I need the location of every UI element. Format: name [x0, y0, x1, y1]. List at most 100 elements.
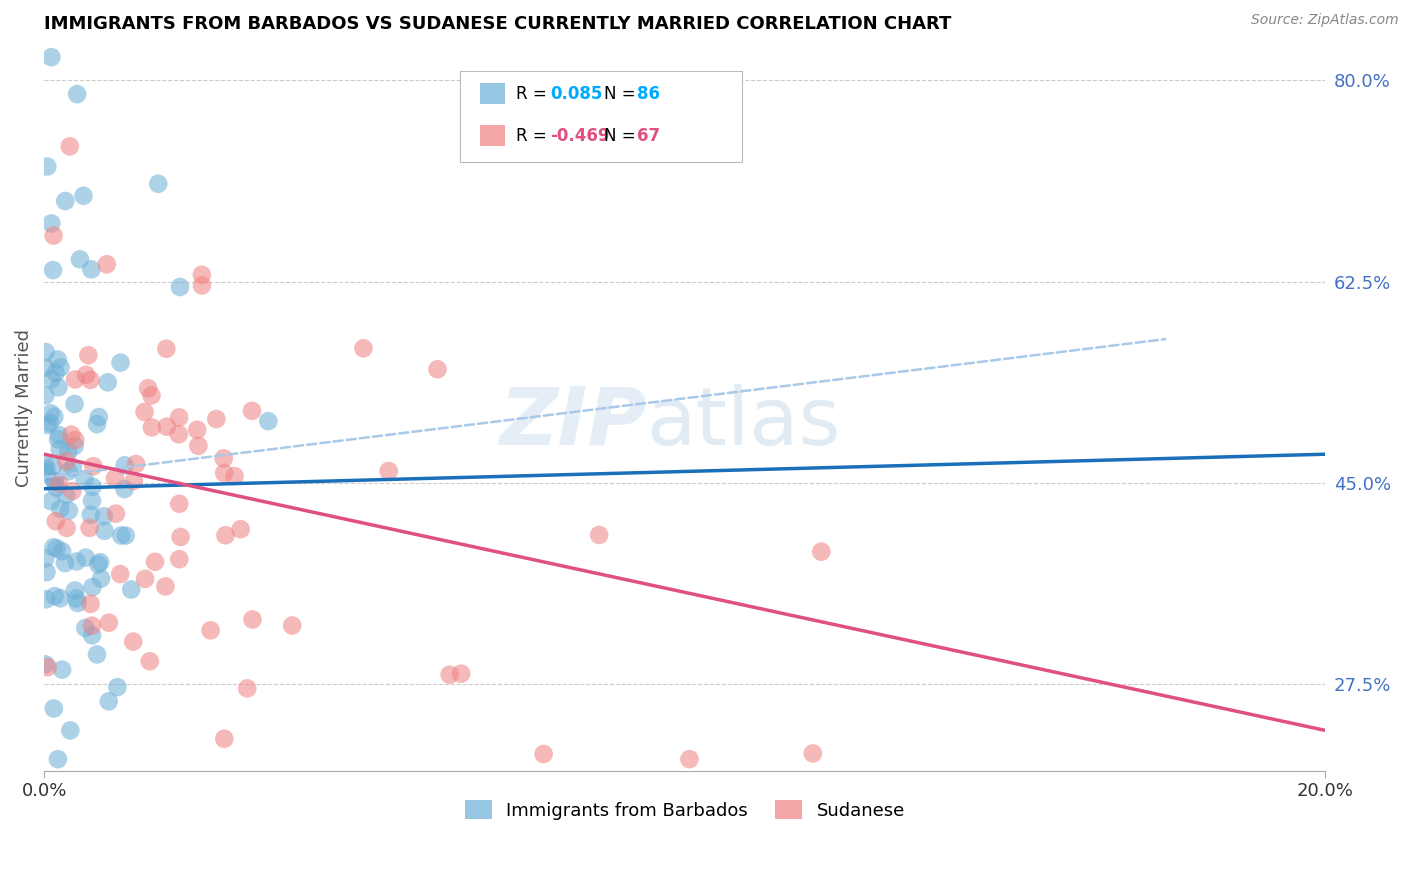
Bar [479, 83, 505, 103]
Point [34, 657, 56, 672]
Point [139, 654, 162, 668]
Point [55, 454, 77, 468]
Text: 0.085: 0.085 [550, 85, 603, 103]
Point [41, 216, 63, 230]
Point [86, 648, 108, 662]
Point [93, 524, 115, 538]
Point [59, 723, 82, 738]
Text: R =: R = [516, 127, 547, 145]
Point [35, 565, 58, 579]
Point [44, 475, 66, 489]
Point [51, 663, 73, 677]
Point [80, 508, 103, 522]
Point [533, 747, 555, 761]
Point [205, 412, 228, 426]
Point [63, 583, 86, 598]
Point [214, 528, 236, 542]
Text: ZIP: ZIP [499, 384, 647, 462]
FancyBboxPatch shape [461, 71, 742, 161]
Point [114, 458, 136, 473]
Point [60, 427, 83, 442]
Point [66, 596, 89, 610]
Point [122, 474, 145, 488]
Point [110, 356, 132, 370]
Point [34, 551, 56, 566]
Point [42, 458, 65, 473]
Point [240, 404, 263, 418]
Point [82, 580, 104, 594]
Point [167, 497, 190, 511]
Point [93, 509, 115, 524]
Point [242, 613, 264, 627]
Point [45, 514, 67, 528]
Point [229, 522, 252, 536]
Point [60, 484, 83, 499]
Point [80, 493, 103, 508]
Point [87, 558, 110, 572]
Point [42, 263, 65, 277]
Point [59, 139, 82, 153]
Point [58, 464, 80, 478]
Point [90, 572, 112, 586]
Point [352, 341, 374, 355]
Point [141, 420, 163, 434]
Point [169, 280, 191, 294]
Point [48, 476, 70, 491]
Point [136, 381, 159, 395]
Point [169, 552, 191, 566]
Point [80, 618, 103, 632]
Point [104, 471, 127, 485]
Bar [479, 126, 505, 145]
Point [86, 417, 108, 432]
Point [37, 417, 59, 432]
Point [212, 466, 235, 480]
Point [66, 87, 89, 102]
Point [114, 528, 136, 542]
Point [44, 409, 66, 424]
Point [77, 348, 100, 362]
Point [34, 388, 56, 402]
Point [55, 488, 77, 502]
Point [678, 752, 700, 766]
Point [155, 342, 177, 356]
Point [72, 188, 94, 202]
Point [108, 567, 131, 582]
Point [34, 458, 56, 473]
Point [214, 731, 236, 746]
Point [120, 582, 142, 597]
Y-axis label: Currently Married: Currently Married [15, 329, 32, 487]
Point [143, 555, 166, 569]
Point [44, 589, 66, 603]
Point [224, 469, 246, 483]
Point [45, 481, 67, 495]
Point [49, 591, 72, 606]
Point [187, 439, 209, 453]
Point [141, 388, 163, 402]
Point [155, 579, 177, 593]
Text: N =: N = [605, 127, 636, 145]
Point [48, 442, 70, 456]
Point [801, 747, 824, 761]
Point [39, 416, 62, 430]
Point [87, 410, 110, 425]
Point [97, 376, 120, 390]
Point [96, 257, 118, 271]
Point [65, 554, 87, 568]
Point [82, 480, 104, 494]
Point [42, 228, 65, 243]
Point [75, 368, 97, 382]
Point [49, 501, 72, 516]
Point [148, 177, 170, 191]
Text: IMMIGRANTS FROM BARBADOS VS SUDANESE CURRENTLY MARRIED CORRELATION CHART: IMMIGRANTS FROM BARBADOS VS SUDANESE CUR… [44, 15, 952, 33]
Point [134, 572, 156, 586]
Point [212, 451, 235, 466]
Text: N =: N = [605, 85, 636, 103]
Text: R =: R = [516, 85, 547, 103]
Legend: Immigrants from Barbados, Sudanese: Immigrants from Barbados, Sudanese [457, 793, 912, 827]
Point [46, 752, 69, 766]
Point [450, 666, 472, 681]
Point [97, 615, 120, 630]
Point [169, 530, 191, 544]
Point [39, 406, 62, 420]
Point [42, 701, 65, 715]
